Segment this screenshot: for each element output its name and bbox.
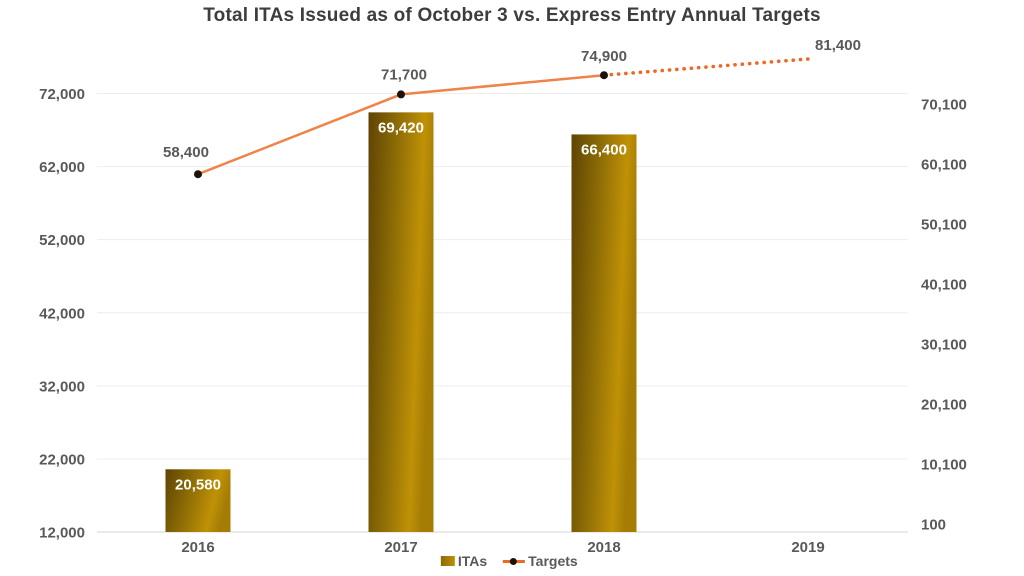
bar-swatch-icon <box>440 556 455 566</box>
right-axis-tick-label: 20,100 <box>921 397 967 414</box>
target-point-marker <box>194 170 202 179</box>
left-axis-tick-label: 32,000 <box>39 378 85 395</box>
bar-value-label: 69,420 <box>378 119 424 136</box>
bar-2018 <box>571 134 637 532</box>
right-axis-tick-label: 30,100 <box>921 337 967 354</box>
bar-2017 <box>368 112 434 532</box>
target-value-label: 74,900 <box>581 48 627 65</box>
legend: ITAs Targets <box>440 553 578 569</box>
line-marker-icon <box>503 557 526 565</box>
right-axis-tick-label: 40,100 <box>921 277 967 294</box>
x-axis-label-2017: 2017 <box>384 539 417 556</box>
right-axis-tick-label: 10,100 <box>921 457 967 474</box>
left-axis-tick-label: 52,000 <box>39 232 85 249</box>
target-value-label: 71,700 <box>381 66 427 83</box>
right-axis-tick-label: 60,100 <box>921 157 967 174</box>
left-axis-tick-label: 62,000 <box>39 159 85 176</box>
x-axis-label-2016: 2016 <box>181 539 214 556</box>
chart-title: Total ITAs Issued as of October 3 vs. Ex… <box>203 5 821 26</box>
bar-value-label: 20,580 <box>175 476 221 493</box>
legend-label-targets: Targets <box>528 553 578 569</box>
right-axis-tick-label: 100 <box>921 517 946 534</box>
target-point-marker <box>397 90 405 99</box>
right-axis-tick-label: 70,100 <box>921 97 967 114</box>
left-axis-tick-label: 22,000 <box>39 451 85 468</box>
targets-projected-line <box>602 57 810 77</box>
bar-value-label: 66,400 <box>581 141 627 158</box>
target-value-label: 81,400 <box>815 37 861 54</box>
x-axis-label-2019: 2019 <box>791 539 824 556</box>
left-axis-tick-label: 72,000 <box>39 86 85 103</box>
bar-2016 <box>165 469 231 532</box>
left-axis-tick-label: 42,000 <box>39 305 85 322</box>
target-point-marker <box>600 71 608 80</box>
legend-item-itas: ITAs <box>440 553 488 569</box>
target-value-label: 58,400 <box>163 144 209 161</box>
legend-label-itas: ITAs <box>457 553 488 569</box>
x-axis-label-2018: 2018 <box>587 539 620 556</box>
right-axis-tick-label: 50,100 <box>921 217 967 234</box>
legend-item-targets: Targets <box>503 553 578 569</box>
left-axis-tick-label: 12,000 <box>39 525 85 542</box>
